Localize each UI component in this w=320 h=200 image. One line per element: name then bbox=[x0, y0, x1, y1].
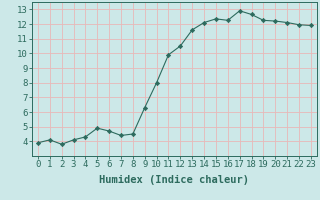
X-axis label: Humidex (Indice chaleur): Humidex (Indice chaleur) bbox=[100, 175, 249, 185]
